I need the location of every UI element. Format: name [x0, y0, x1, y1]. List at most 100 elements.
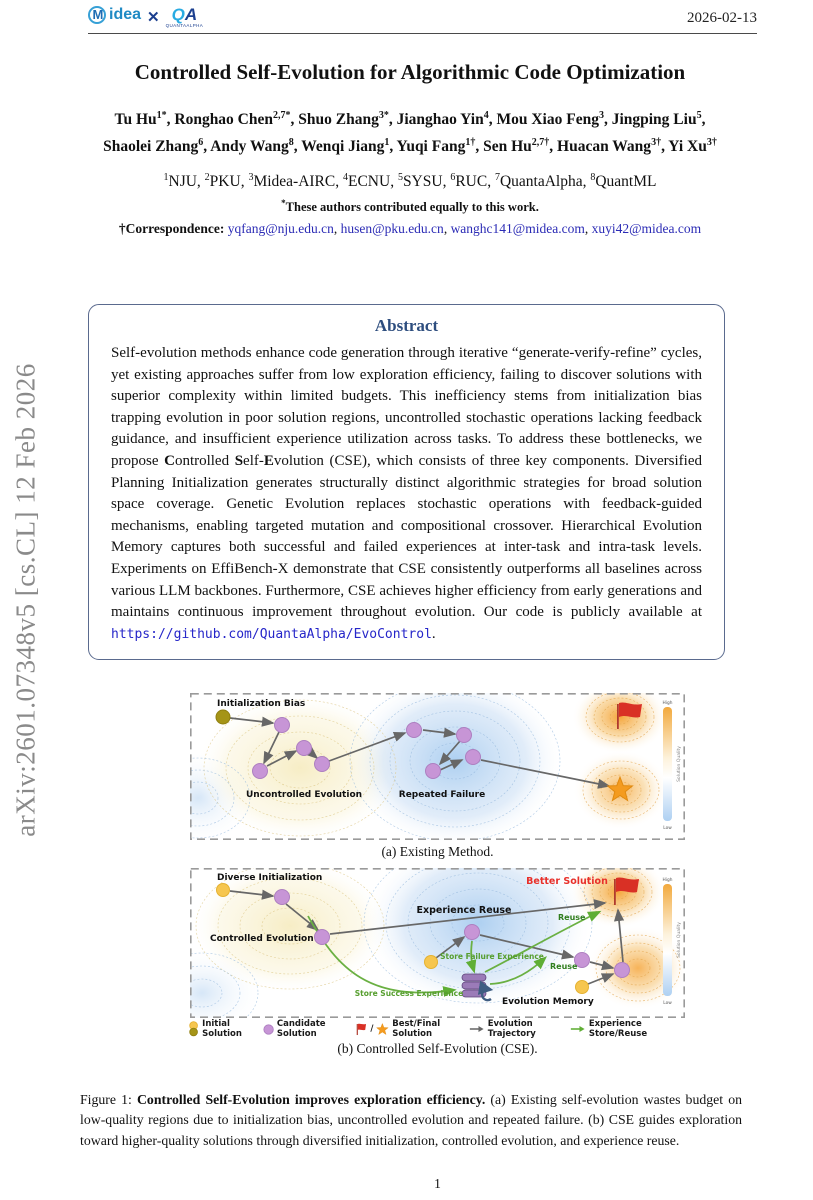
panel-a-border — [190, 693, 685, 840]
flag-icon — [357, 1023, 367, 1035]
initial-solution-dot — [424, 955, 438, 969]
author: Andy Wang8, — [210, 137, 302, 156]
affiliation: 5SYSU, — [397, 172, 451, 191]
legend-candidate-solution: Candidate Solution — [263, 1019, 356, 1039]
figure-legend: Initial Solution Candidate Solution / Be… — [188, 1019, 687, 1039]
gray-arrow-icon — [470, 1025, 484, 1033]
colorbar-high-label: High — [663, 877, 673, 883]
header-date: 2026-02-13 — [687, 10, 757, 26]
abstract-heading: Abstract — [374, 316, 439, 335]
author: Sen Hu2,7†, — [483, 137, 558, 156]
evolution-trajectory-arrows — [229, 716, 611, 789]
best-solution-flag — [614, 877, 639, 905]
correspondence-line: †Correspondence: yqfang@nju.edu.cn, huse… — [70, 221, 750, 237]
legend-evolution-trajectory: Evolution Trajectory — [469, 1019, 570, 1039]
panel-b-border — [190, 868, 685, 1018]
best-solution-flag — [617, 702, 642, 729]
github-link[interactable]: https://github.com/QuantaAlpha/EvoContro… — [111, 626, 432, 642]
abstract-text: Self-evolution methods enhance code gene… — [111, 345, 702, 642]
affiliations: 1NJU, 2PKU, 3Midea-AIRC, 4ECNU, 5SYSU, 6… — [70, 172, 750, 191]
header-divider — [88, 33, 757, 34]
author: Ronghao Chen2,7*, — [174, 110, 299, 129]
cross-icon: ✕ — [147, 9, 160, 26]
colorbar: High Low Solution Quality — [663, 700, 682, 831]
author: Wenqi Jiang1, — [301, 137, 397, 156]
solution-dots — [215, 709, 481, 779]
affiliation: 3Midea-AIRC, — [248, 172, 343, 191]
legend-initial-solution: Initial Solution — [188, 1019, 263, 1039]
label-uncontrolled-evolution: Uncontrolled Evolution — [246, 790, 362, 800]
author: Jianghao Yin4, — [396, 110, 497, 129]
evolution-memory-icon — [461, 973, 494, 1002]
colorbar-high-label: High — [663, 700, 673, 706]
quantaalpha-logo: QA QUANTAALPHA — [165, 5, 204, 28]
correspondence-email[interactable]: wanghc141@midea.com, — [450, 221, 592, 236]
star-icon — [376, 1022, 390, 1035]
label-store-failure: Store Failure Experience — [440, 952, 544, 961]
label-experience-reuse: Experience Reuse — [416, 905, 511, 916]
affiliation: 8QuantML — [590, 172, 657, 191]
midea-logo-icon: M — [88, 6, 106, 24]
initial-solution-dot — [215, 709, 231, 725]
author: Huacan Wang3†, — [557, 137, 669, 156]
initial-solution-icon — [189, 1021, 198, 1037]
page-number: 1 — [434, 1176, 441, 1191]
paper-title: Controlled Self-Evolution for Algorithmi… — [134, 60, 686, 84]
authors-line-2: Shaolei Zhang6, Andy Wang8, Wenqi Jiang1… — [70, 131, 750, 158]
legend-best-solution: / Best/Final Solution — [355, 1019, 469, 1039]
figure1-caption: Figure 1: Controlled Self-Evolution impr… — [80, 1091, 743, 1148]
author: Tu Hu1*, — [114, 110, 175, 129]
author-list: Tu Hu1*, Ronghao Chen2,7*, Shuo Zhang3*,… — [70, 104, 750, 158]
label-reuse-bottom: Reuse — [550, 962, 578, 971]
quantaalpha-logo-subtext: QUANTAALPHA — [165, 23, 204, 28]
solution-dots — [216, 883, 630, 994]
initial-solution-dot — [216, 883, 230, 897]
midea-logo-text: idea — [109, 6, 142, 23]
label-controlled-evolution: Controlled Evolution — [210, 934, 314, 944]
correspondence-label: †Correspondence: — [118, 221, 228, 236]
label-diverse-initialization: Diverse Initialization — [217, 873, 322, 883]
authors-line-1: Tu Hu1*, Ronghao Chen2,7*, Shuo Zhang3*,… — [70, 104, 750, 131]
author: Mou Xiao Feng3, — [496, 110, 612, 129]
figure1-panel-b: Diverse Initialization Controlled Evolut… — [190, 868, 685, 1018]
legend-experience-store-reuse: Experience Store/Reuse — [570, 1019, 687, 1039]
label-reuse-top: Reuse — [558, 913, 586, 922]
label-initialization-bias: Initialization Bias — [217, 699, 305, 709]
figure1-panel-a: Initialization Bias Uncontrolled Evoluti… — [190, 693, 685, 840]
colorbar-low-label: Low — [663, 1000, 672, 1006]
candidate-solution-icon — [263, 1023, 274, 1035]
author: Shuo Zhang3*, — [298, 110, 397, 129]
affiliation: 1NJU, — [163, 172, 205, 191]
colorbar-low-label: Low — [663, 825, 672, 831]
affiliation: 2PKU, — [204, 172, 249, 191]
abstract-box: Abstract Self-evolution methods enhance … — [88, 304, 725, 660]
label-store-success: Store Success Experience — [355, 989, 463, 998]
affiliation: 6RUC, — [450, 172, 495, 191]
colorbar-axis-label: Solution Quality — [676, 922, 682, 958]
green-arrow-icon — [571, 1025, 585, 1033]
contour-background — [190, 693, 669, 840]
correspondence-email[interactable]: husen@pku.edu.cn, — [340, 221, 451, 236]
colorbar-axis-label: Solution Quality — [676, 746, 682, 782]
initial-solution-dot — [575, 980, 589, 994]
author: Yuqi Fang1†, — [396, 137, 484, 156]
author: Jingping Liu5, — [611, 110, 706, 129]
label-evolution-memory: Evolution Memory — [502, 997, 594, 1007]
affiliation: 7QuantaAlpha, — [494, 172, 591, 191]
author: Yi Xu3† — [668, 137, 717, 156]
author: Shaolei Zhang6, — [103, 137, 211, 156]
final-solution-star — [606, 775, 634, 802]
correspondence-email[interactable]: xuyi42@midea.com — [591, 221, 702, 236]
affiliation: 4ECNU, — [342, 172, 398, 191]
contour-background — [190, 868, 685, 1018]
arxiv-watermark: arXiv:2601.07348v5 [cs.CL] 12 Feb 2026 — [10, 363, 41, 837]
panel-a-caption: (a) Existing Method. — [381, 844, 494, 859]
panel-b-caption: (b) Controlled Self-Evolution (CSE). — [337, 1041, 538, 1056]
label-repeated-failure: Repeated Failure — [399, 790, 485, 800]
label-better-solution: Better Solution — [526, 876, 608, 887]
colorbar: High Low Solution Quality — [663, 877, 682, 1006]
correspondence-email[interactable]: yqfang@nju.edu.cn, — [227, 221, 341, 236]
